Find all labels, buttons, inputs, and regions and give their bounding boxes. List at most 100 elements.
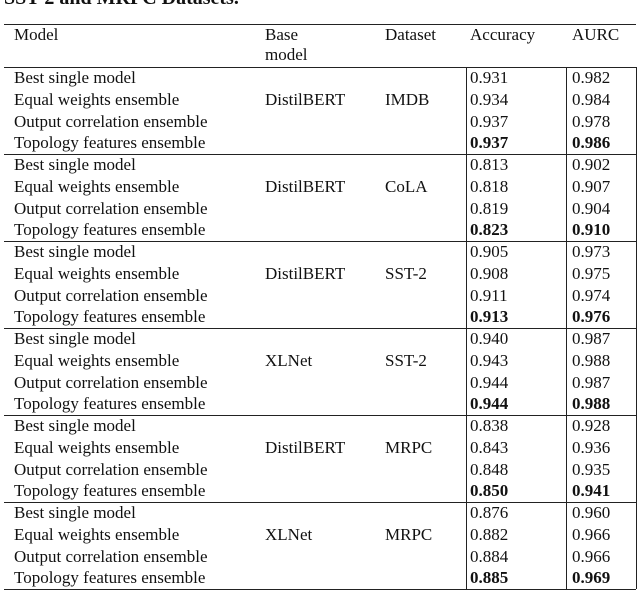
accuracy: 0.848 <box>470 459 509 479</box>
model-name: Equal weights ensemble <box>14 350 180 370</box>
model-name: Topology features ensemble <box>14 481 206 501</box>
aurc: 0.960 <box>572 503 611 522</box>
header-cell: Base model <box>265 25 308 64</box>
aurc: 0.988 <box>572 394 611 414</box>
aurc: 0.976 <box>572 307 611 327</box>
aurc: 0.966 <box>572 546 611 566</box>
rule <box>4 415 636 416</box>
accuracy: 0.813 <box>470 155 509 174</box>
accuracy: 0.876 <box>470 503 509 522</box>
accuracy: 0.944 <box>470 372 509 392</box>
model-name: Best single model <box>14 503 136 522</box>
caption: SST-2 and MRPC Datasets. <box>4 0 239 10</box>
model-name: Output correlation ensemble <box>14 546 208 566</box>
column-rule <box>466 67 467 589</box>
aurc: 0.907 <box>572 176 611 196</box>
accuracy: 0.838 <box>470 416 509 435</box>
model-name: Best single model <box>14 242 136 261</box>
model-name: Output correlation ensemble <box>14 198 208 218</box>
base-model: DistilBERT <box>265 176 346 196</box>
accuracy: 0.931 <box>470 68 509 87</box>
model-name: Equal weights ensemble <box>14 263 180 283</box>
accuracy: 0.843 <box>470 437 509 457</box>
accuracy: 0.882 <box>470 524 509 544</box>
model-name: Equal weights ensemble <box>14 89 180 109</box>
header-cell: Model <box>14 25 59 44</box>
aurc: 0.910 <box>572 220 611 240</box>
dataset: SST-2 <box>385 263 427 283</box>
model-name: Equal weights ensemble <box>14 437 180 457</box>
aurc: 0.904 <box>572 198 611 218</box>
base-model: XLNet <box>265 524 313 544</box>
dataset: SST-2 <box>385 350 427 370</box>
base-model: DistilBERT <box>265 89 346 109</box>
base-model: XLNet <box>265 350 313 370</box>
accuracy: 0.908 <box>470 263 509 283</box>
aurc: 0.902 <box>572 155 611 174</box>
model-name: Best single model <box>14 68 136 87</box>
dataset: IMDB <box>385 89 430 109</box>
aurc: 0.935 <box>572 459 611 479</box>
model-name: Equal weights ensemble <box>14 524 180 544</box>
accuracy: 0.943 <box>470 350 509 370</box>
model-name: Topology features ensemble <box>14 133 206 153</box>
accuracy: 0.944 <box>470 394 509 414</box>
accuracy: 0.818 <box>470 176 509 196</box>
aurc: 0.984 <box>572 89 611 109</box>
accuracy: 0.934 <box>470 89 509 109</box>
base-model: DistilBERT <box>265 437 346 457</box>
accuracy: 0.937 <box>470 133 509 153</box>
model-name: Best single model <box>14 416 136 435</box>
aurc: 0.966 <box>572 524 611 544</box>
aurc: 0.978 <box>572 111 611 131</box>
accuracy: 0.913 <box>470 307 509 327</box>
model-name: Topology features ensemble <box>14 307 206 327</box>
aurc: 0.988 <box>572 350 611 370</box>
rule <box>4 241 636 242</box>
rule <box>4 154 636 155</box>
accuracy: 0.884 <box>470 546 509 566</box>
model-name: Topology features ensemble <box>14 568 206 588</box>
aurc: 0.974 <box>572 285 611 305</box>
accuracy: 0.850 <box>470 481 509 501</box>
header-cell: AURC <box>572 25 620 44</box>
aurc: 0.936 <box>572 437 611 457</box>
accuracy: 0.885 <box>470 568 509 588</box>
header-cell: Dataset <box>385 25 436 44</box>
model-name: Equal weights ensemble <box>14 176 180 196</box>
model-name: Best single model <box>14 329 136 348</box>
accuracy: 0.823 <box>470 220 509 240</box>
accuracy: 0.905 <box>470 242 509 261</box>
model-name: Output correlation ensemble <box>14 459 208 479</box>
rule <box>4 589 636 590</box>
model-name: Topology features ensemble <box>14 220 206 240</box>
aurc: 0.975 <box>572 263 611 283</box>
aurc: 0.928 <box>572 416 611 435</box>
aurc: 0.969 <box>572 568 611 588</box>
accuracy: 0.937 <box>470 111 509 131</box>
aurc: 0.986 <box>572 133 611 153</box>
model-name: Topology features ensemble <box>14 394 206 414</box>
aurc: 0.982 <box>572 68 611 87</box>
dataset: MRPC <box>385 437 433 457</box>
header-cell: Accuracy <box>470 25 536 44</box>
model-name: Output correlation ensemble <box>14 285 208 305</box>
accuracy: 0.819 <box>470 198 509 218</box>
aurc: 0.987 <box>572 329 611 348</box>
column-rule <box>566 67 567 589</box>
aurc: 0.941 <box>572 481 611 501</box>
dataset: CoLA <box>385 176 428 196</box>
aurc: 0.987 <box>572 372 611 392</box>
model-name: Output correlation ensemble <box>14 111 208 131</box>
base-model: DistilBERT <box>265 263 346 283</box>
accuracy: 0.911 <box>470 285 508 305</box>
rule <box>4 24 636 25</box>
rule <box>4 328 636 329</box>
column-rule <box>636 67 637 589</box>
model-name: Best single model <box>14 155 136 174</box>
dataset: MRPC <box>385 524 433 544</box>
rule <box>4 67 636 68</box>
model-name: Output correlation ensemble <box>14 372 208 392</box>
accuracy: 0.940 <box>470 329 509 348</box>
